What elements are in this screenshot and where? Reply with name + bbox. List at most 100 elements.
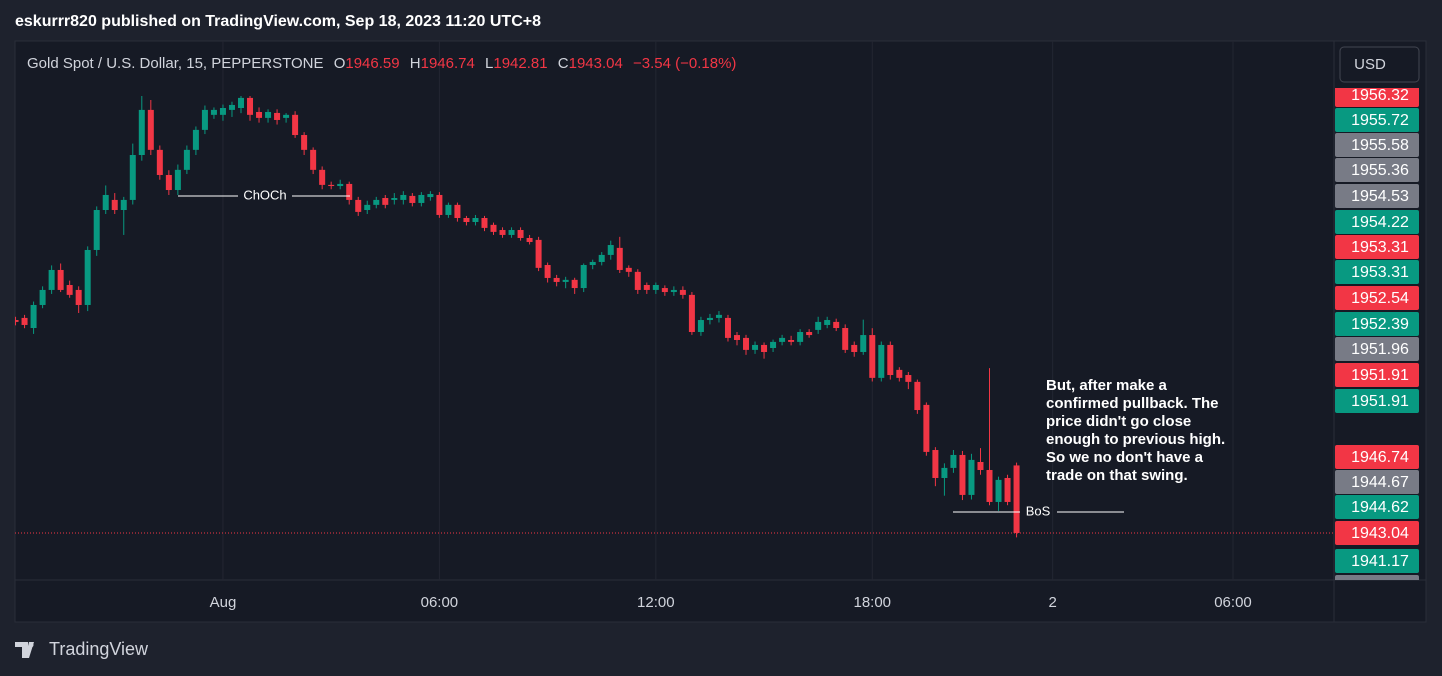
candle-body — [923, 404, 930, 452]
candle-body — [842, 328, 849, 350]
choch-label: ChOCh — [243, 187, 286, 202]
candle-body — [310, 149, 317, 170]
candles — [15, 96, 1334, 538]
candle-body — [30, 304, 37, 329]
candle-body — [724, 317, 731, 338]
candle-body — [959, 454, 966, 495]
candle-body — [643, 284, 650, 290]
price-tag-label: 1951.91 — [1351, 393, 1409, 410]
price-tag — [1335, 363, 1419, 387]
change: −3.54 (−0.18%) — [633, 55, 736, 72]
candle-body — [887, 344, 894, 376]
candle-body — [544, 265, 551, 278]
candle-body — [328, 184, 335, 187]
candle-body — [815, 321, 822, 330]
candle-body — [436, 194, 443, 215]
price-tag — [1335, 158, 1419, 182]
candle-body — [553, 277, 560, 282]
note-line: price didn't go close — [1046, 413, 1191, 430]
candle-body — [661, 288, 668, 293]
candle-body — [138, 109, 145, 156]
candle-body — [409, 195, 416, 203]
candle-body — [589, 261, 596, 266]
candle-body — [625, 267, 632, 272]
bos-label: BoS — [1026, 503, 1051, 518]
candle-body — [932, 450, 939, 478]
candle-body — [878, 344, 885, 378]
candle-body — [860, 335, 867, 352]
candle-body — [373, 199, 380, 205]
candle-body — [706, 317, 713, 321]
price-tag-label: 1955.58 — [1351, 137, 1409, 154]
candle-body — [319, 169, 326, 185]
brand-logo: TradingView — [15, 639, 149, 659]
note-line: enough to previous high. — [1046, 431, 1225, 448]
candle-body — [950, 454, 957, 468]
price-tags: 1956.32 1955.72 1955.58 1955.36 1954.53 1954.… — [1335, 87, 1419, 580]
price-tag — [1335, 133, 1419, 157]
ohlc-letter: L — [485, 55, 493, 72]
candle-body — [147, 109, 154, 150]
note-line: So we no don't have a — [1046, 449, 1204, 466]
logo-dot — [28, 642, 34, 648]
candle-body — [580, 265, 587, 289]
candle-body — [247, 97, 254, 115]
candle-body — [355, 199, 362, 212]
candle-body — [806, 332, 813, 336]
legend: Gold Spot / U.S. Dollar, 15, PEPPERSTONE… — [27, 55, 736, 72]
header: eskurrr820 published on TradingView.com,… — [15, 13, 541, 30]
candle-body — [183, 149, 190, 170]
candle-body — [779, 337, 786, 342]
candle-body — [670, 289, 677, 293]
candle-body — [228, 104, 235, 110]
candle-body — [346, 183, 353, 200]
currency-button-frame[interactable] — [1339, 46, 1420, 83]
currency-button[interactable]: USD — [1339, 46, 1420, 83]
candle-body — [237, 97, 244, 108]
price-tag-label: 1944.62 — [1351, 499, 1409, 516]
price-tag — [1335, 549, 1419, 573]
candle-body — [472, 218, 479, 222]
candle-body — [535, 239, 542, 268]
brand-name: TradingView — [49, 639, 149, 659]
candle-body — [48, 269, 55, 290]
candle-body — [93, 210, 100, 250]
candle-body — [688, 294, 695, 333]
candle-body — [752, 344, 759, 350]
candle-body — [616, 247, 623, 270]
currency-label[interactable]: USD — [1354, 56, 1386, 73]
candle-body — [391, 198, 398, 200]
candle-body — [454, 204, 461, 219]
price-tag-label: 1955.36 — [1351, 162, 1409, 179]
note-line: But, after make a — [1046, 377, 1168, 394]
candle-body — [634, 271, 641, 290]
candle-body — [111, 199, 118, 211]
candle-body — [427, 194, 434, 198]
price-tag — [1335, 470, 1419, 494]
price-tag-cut — [1335, 575, 1419, 580]
price-tag-label: 1953.31 — [1351, 264, 1409, 281]
candle-body — [75, 289, 82, 305]
candle-body — [562, 279, 569, 282]
price-tag — [1335, 235, 1419, 259]
candle-body — [156, 149, 163, 175]
candle-body — [337, 183, 344, 187]
price-tag — [1335, 108, 1419, 132]
candle-body — [265, 111, 272, 118]
ohlc-letter: H — [410, 55, 421, 72]
candle-body — [418, 194, 425, 203]
candle-body — [788, 340, 795, 342]
price-tag-label: 1956.32 — [1351, 87, 1409, 104]
ohlc-value: 1943.04 — [569, 55, 623, 72]
price-tag — [1335, 445, 1419, 469]
candle-body — [697, 320, 704, 333]
candle-body — [201, 109, 208, 130]
grid — [222, 41, 1234, 580]
candle-body — [526, 237, 533, 242]
price-tag — [1335, 184, 1419, 208]
candle-body — [977, 461, 984, 470]
candle-body — [120, 199, 127, 211]
chart-panel — [14, 40, 1427, 623]
candle-body — [499, 229, 506, 235]
